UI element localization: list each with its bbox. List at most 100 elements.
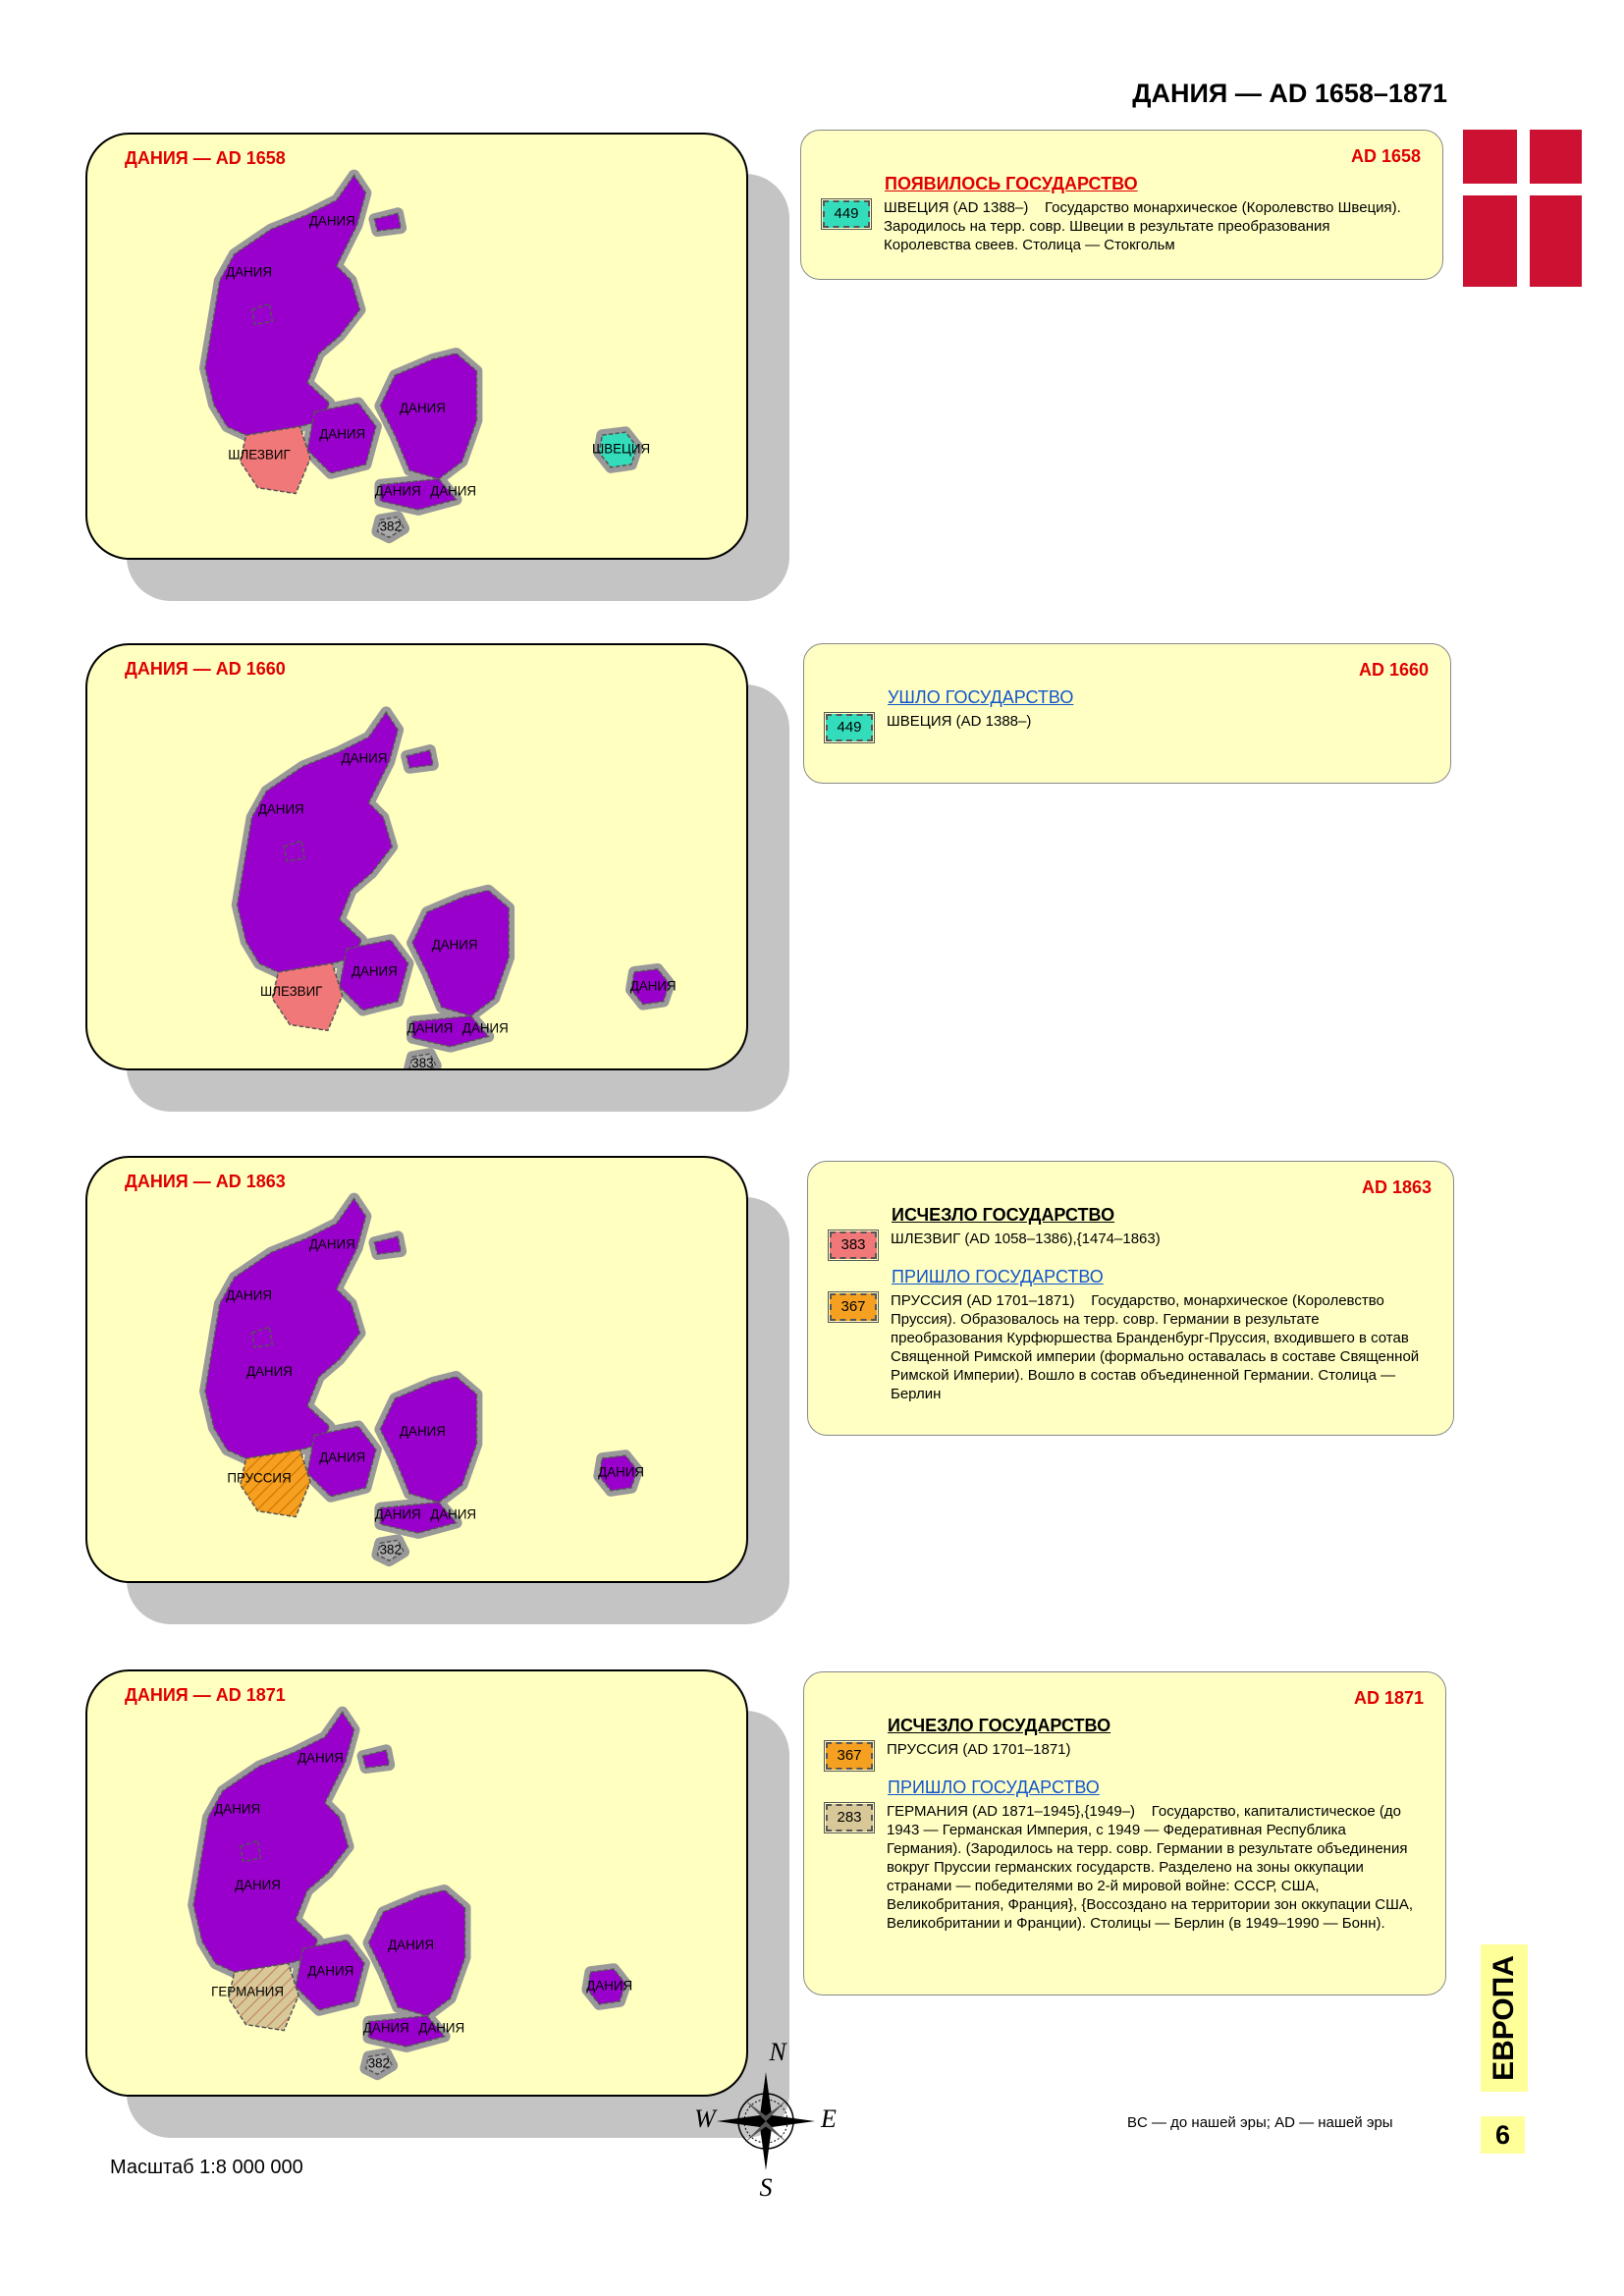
code-badge: 383 bbox=[828, 1230, 879, 1261]
land bbox=[379, 1501, 458, 1534]
entry-description: Государство монархическое (Королевство Ш… bbox=[884, 199, 1401, 253]
info-box: AD 1660 УШЛО ГОСУДАРСТВО 449 ШВЕЦИЯ (AD 138… bbox=[803, 643, 1451, 784]
info-body: ИСЧЕЗЛО ГОСУДАРСТВО 383 ШЛЕЗВИГ (AD 1058–1… bbox=[828, 1197, 1432, 1403]
compass-letter: S bbox=[760, 2173, 773, 2202]
map-label: ШВЕЦИЯ bbox=[592, 442, 650, 457]
land bbox=[598, 431, 638, 468]
map-label: ДАНИЯ bbox=[226, 1288, 272, 1303]
map-title: ДАНИЯ — AD 1660 bbox=[125, 659, 286, 679]
land bbox=[367, 2014, 447, 2048]
entry: 383 ШЛЕЗВИГ (AD 1058–1386),{1474–1863) bbox=[828, 1230, 1432, 1261]
map-shapes: ДАНИЯ ДАНИЯ ДАНИЯ ДАНИЯ ДАНИЯ ДАНИЯ ПРУССИЯ ДАН… bbox=[199, 1192, 644, 1567]
map-label: ШЛЕЗВИГ bbox=[228, 447, 290, 462]
compass-letter: W bbox=[694, 2105, 718, 2133]
land bbox=[250, 1326, 274, 1349]
map-label: ДАНИЯ bbox=[363, 2021, 409, 2036]
section-heading: ПРИШЛО ГОСУДАРСТВО bbox=[888, 1777, 1100, 1797]
map-label: ДАНИЯ bbox=[462, 1020, 509, 1035]
map-title: ДАНИЯ — AD 1863 bbox=[125, 1172, 286, 1191]
compass-point bbox=[764, 2100, 787, 2121]
map-label: ДАНИЯ bbox=[298, 1751, 344, 1766]
map-label: ДАНИЯ bbox=[598, 1465, 644, 1480]
land bbox=[306, 1425, 377, 1498]
map-label: ДАНИЯ bbox=[307, 1964, 353, 1979]
entry: 367 ПРУССИЯ (AD 1701–1871) bbox=[824, 1740, 1424, 1772]
entry-description: Государство, монархическое (Королевство … bbox=[891, 1292, 1420, 1402]
map: ДАНИЯ ДАНИЯ ДАНИЯ ДАНИЯ ДАНИЯ ДАНИЯ ШЛЕЗВИГ ШВЕ… bbox=[199, 169, 650, 544]
info-box: AD 1658 ПОЯВИЛОСЬ ГОСУДАРСТВО 449 ШВЕЦИЯ (A… bbox=[800, 130, 1443, 280]
map-label: ДАНИЯ bbox=[352, 963, 398, 978]
map-label: ДАНИЯ bbox=[406, 1020, 453, 1035]
info-year: AD 1871 bbox=[1353, 1688, 1424, 1708]
map-label: ПРУССИЯ bbox=[227, 1470, 291, 1485]
map: ДАНИЯ ДАНИЯ ДАНИЯ ДАНИЯ ДАНИЯ ДАНИЯ ШЛЕЗВИГ ДАН… bbox=[231, 706, 677, 1068]
map-shapes: ДАНИЯ ДАНИЯ ДАНИЯ ДАНИЯ ДАНИЯ ДАНИЯ ШЛЕЗВИГ ШВЕ… bbox=[199, 169, 650, 544]
entry-name: ПРУССИЯ (AD 1701–1871) bbox=[887, 1741, 1071, 1758]
map-scale: Масштаб 1:8 000 000 bbox=[110, 2157, 303, 2178]
entry-text: ШЛЕЗВИГ (AD 1058–1386),{1474–1863) bbox=[891, 1230, 1432, 1248]
compass-point bbox=[764, 2121, 787, 2143]
map-label: ГЕРМАНИЯ bbox=[211, 1984, 284, 1998]
code-badge: 283 bbox=[824, 1802, 875, 1833]
code-badge: 367 bbox=[828, 1291, 879, 1323]
compass-letter: N bbox=[768, 2038, 787, 2066]
map-panel: ДАНИЯ ДАНИЯ ДАНИЯ ДАНИЯ ДАНИЯ ДАНИЯ ГЕРМАНИЯ ДА… bbox=[85, 1669, 748, 2097]
compass-point bbox=[760, 2072, 772, 2121]
map-label: ДАНИЯ bbox=[388, 1938, 434, 1952]
code-badge: 449 bbox=[824, 712, 875, 743]
region-label: ЕВРОПА bbox=[1481, 1944, 1528, 2092]
entry-text: ШВЕЦИЯ (AD 1388–) bbox=[887, 712, 1429, 731]
page-number: 6 bbox=[1481, 2116, 1525, 2154]
entry: 367 ПРУССИЯ (AD 1701–1871) Государство, м… bbox=[828, 1291, 1432, 1403]
legend-note: BC — до нашей эры; AD — нашей эры bbox=[1127, 2114, 1393, 2131]
map-label: ДАНИЯ bbox=[246, 1364, 293, 1379]
land bbox=[376, 516, 406, 539]
map-label: ДАНИЯ bbox=[430, 1507, 476, 1522]
map-label: ДАНИЯ bbox=[309, 214, 355, 229]
map-label: ДАНИЯ bbox=[319, 1450, 365, 1465]
info-body: ПОЯВИЛОСЬ ГОСУДАРСТВО 449 ШВЕЦИЯ (AD 1388–… bbox=[821, 166, 1421, 254]
flag-cross bbox=[1463, 184, 1582, 195]
section-heading: ПОЯВИЛОСЬ ГОСУДАРСТВО bbox=[885, 174, 1138, 193]
entry-name: ШВЕЦИЯ (AD 1388–) bbox=[884, 199, 1029, 216]
compass-point bbox=[717, 2115, 766, 2127]
land bbox=[630, 968, 671, 1006]
entry-name: ШВЕЦИЯ (AD 1388–) bbox=[887, 713, 1032, 730]
code-badge: 449 bbox=[821, 198, 872, 230]
map-panel: ДАНИЯ ДАНИЯ ДАНИЯ ДАНИЯ ДАНИЯ ДАНИЯ ШЛЕЗВИГ ДАН… bbox=[85, 643, 748, 1070]
land bbox=[379, 477, 458, 511]
map-label: ДАНИЯ bbox=[630, 978, 677, 993]
region bbox=[239, 1449, 311, 1518]
entry-text: ШВЕЦИЯ (AD 1388–) Государство монархичес… bbox=[884, 198, 1421, 254]
map: ДАНИЯ ДАНИЯ ДАНИЯ ДАНИЯ ДАНИЯ ДАНИЯ ГЕРМАНИЯ ДА… bbox=[188, 1706, 632, 2081]
compass-point bbox=[766, 2115, 815, 2127]
map-label: ДАНИЯ bbox=[375, 1507, 421, 1522]
map-label: ДАНИЯ bbox=[214, 1802, 260, 1817]
compass-point bbox=[744, 2100, 768, 2121]
entry-text: ПРУССИЯ (AD 1701–1871) bbox=[887, 1740, 1424, 1759]
land bbox=[411, 1014, 490, 1048]
info-box: AD 1863 ИСЧЕЗЛО ГОСУДАРСТВО 383 ШЛЕЗВИГ (AD… bbox=[807, 1161, 1454, 1436]
land bbox=[586, 1968, 626, 2005]
map-label: ДАНИЯ bbox=[418, 2021, 464, 2036]
compass-point bbox=[760, 2121, 772, 2170]
map-shapes: ДАНИЯ ДАНИЯ ДАНИЯ ДАНИЯ ДАНИЯ ДАНИЯ ШЛЕЗВИГ ДАН… bbox=[231, 706, 677, 1068]
map-label: ДАНИЯ bbox=[235, 1878, 281, 1892]
entry: 449 ШВЕЦИЯ (AD 1388–) Государство монархи… bbox=[821, 198, 1421, 254]
land bbox=[239, 1839, 262, 1863]
land bbox=[408, 1053, 437, 1068]
map-label: ДАНИЯ bbox=[430, 484, 476, 499]
map-label: 382 bbox=[380, 1542, 402, 1557]
land bbox=[379, 1376, 478, 1503]
compass: N W E S bbox=[694, 2038, 837, 2202]
map-label: ДАНИЯ bbox=[309, 1237, 355, 1252]
map-shapes: ДАНИЯ ДАНИЯ ДАНИЯ ДАНИЯ ДАНИЯ ДАНИЯ ГЕРМАНИЯ ДА… bbox=[188, 1706, 632, 2081]
land bbox=[373, 212, 403, 232]
map-label: ДАНИЯ bbox=[226, 265, 272, 280]
flag bbox=[1463, 130, 1582, 287]
land bbox=[376, 1539, 406, 1562]
map-label: ДАНИЯ bbox=[400, 1424, 446, 1439]
map-panel: ДАНИЯ ДАНИЯ ДАНИЯ ДАНИЯ ДАНИЯ ДАНИЯ ПРУССИЯ ДАН… bbox=[85, 1156, 748, 1583]
